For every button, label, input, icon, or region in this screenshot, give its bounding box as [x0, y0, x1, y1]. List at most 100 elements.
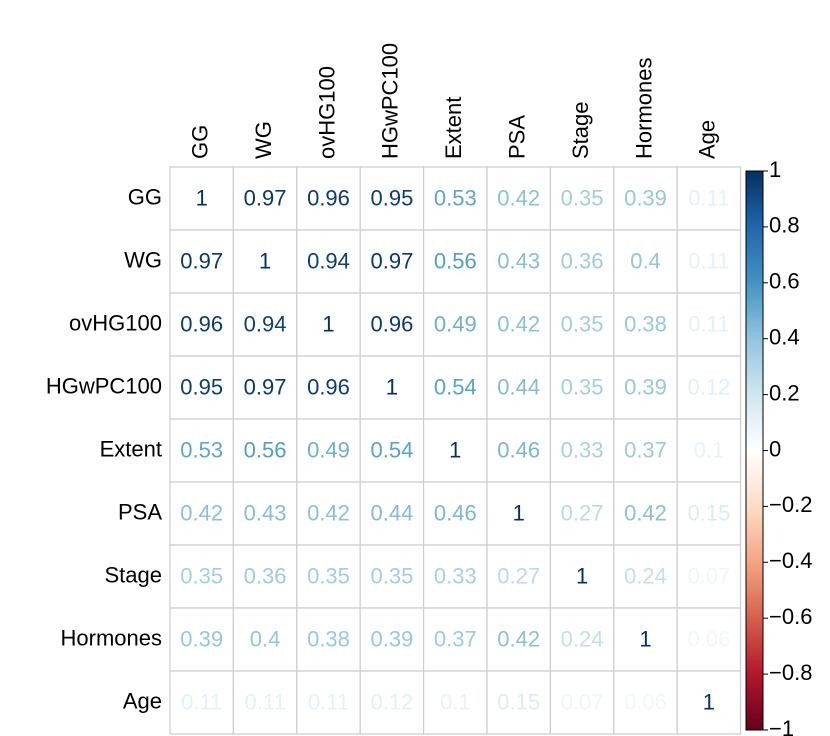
- color-bar-label: 0.4: [769, 325, 800, 350]
- cell-value: 0.11: [688, 248, 729, 273]
- cell-value: 0.97: [244, 374, 287, 399]
- column-label: ovHG100: [314, 66, 339, 159]
- cell-value: 0.53: [180, 437, 223, 462]
- cell-value: 1: [513, 500, 525, 525]
- cell-value: 0.12: [370, 689, 413, 714]
- color-bar-label: −0.4: [769, 548, 812, 573]
- column-label: GG: [188, 125, 213, 159]
- color-bar-label: −1: [769, 716, 794, 736]
- cell: [549, 292, 615, 357]
- cell: [359, 292, 425, 357]
- cell-value: 0.94: [244, 311, 287, 336]
- cell: [486, 670, 552, 735]
- cell-value: 0.96: [180, 311, 223, 336]
- cell-value: 0.54: [434, 374, 477, 399]
- cell: [169, 166, 235, 231]
- cell-value: 0.35: [307, 563, 350, 588]
- cell: [676, 418, 742, 483]
- cell-value: 1: [576, 563, 588, 588]
- cell-value: 0.95: [180, 374, 223, 399]
- cell-value: 0.49: [307, 437, 350, 462]
- cell-value: 0.43: [244, 500, 287, 525]
- cell: [676, 292, 742, 357]
- cell-value: 0.24: [624, 563, 667, 588]
- row-label: Stage: [105, 562, 163, 587]
- cell-value: 0.53: [434, 185, 477, 210]
- cell: [359, 670, 425, 735]
- cell: [486, 418, 552, 483]
- cell: [169, 670, 235, 735]
- cell-value: 1: [322, 311, 334, 336]
- cell-value: 0.42: [497, 626, 540, 651]
- cell-value: 0.27: [561, 500, 604, 525]
- cell-value: 0.44: [370, 500, 413, 525]
- cell-value: 0.46: [434, 500, 477, 525]
- cell: [423, 481, 488, 546]
- cell-value: 0.97: [180, 248, 223, 273]
- cell-value: 0.11: [181, 689, 222, 714]
- cell-value: 0.11: [688, 311, 729, 336]
- row-label: Extent: [100, 436, 162, 461]
- cell: [613, 481, 678, 546]
- cell: [232, 355, 298, 420]
- cell: [296, 670, 361, 735]
- cell-value: 0.39: [370, 626, 413, 651]
- column-label: Stage: [568, 102, 593, 160]
- cell-value: 0.35: [370, 563, 413, 588]
- cell: [232, 166, 298, 231]
- cell-value: 0.42: [497, 311, 540, 336]
- column-label: HGwPC100: [378, 43, 403, 159]
- color-bar: [745, 170, 764, 731]
- column-label: Age: [695, 120, 720, 159]
- cell-value: 0.56: [434, 248, 477, 273]
- cell-value: 0.12: [687, 374, 730, 399]
- cell: [296, 481, 361, 546]
- cell: [296, 418, 361, 483]
- cell-value: 1: [386, 374, 398, 399]
- column-label: WG: [251, 121, 276, 159]
- color-bar-label: −0.6: [769, 604, 812, 629]
- row-label: GG: [128, 184, 162, 209]
- cell: [423, 607, 488, 672]
- cell-value: 0.44: [497, 374, 540, 399]
- cell-value: 1: [196, 185, 208, 210]
- cell-value: 0.54: [370, 437, 413, 462]
- row-label: HGwPC100: [46, 373, 162, 398]
- cell: [359, 355, 425, 420]
- cell: [296, 607, 361, 672]
- cell-value: 0.1: [694, 437, 725, 462]
- column-label: Extent: [441, 97, 466, 159]
- color-bar-label: 0.8: [769, 213, 800, 238]
- cell-value: 0.06: [687, 626, 730, 651]
- cell: [296, 229, 361, 294]
- cell-value: 0.07: [687, 563, 730, 588]
- cell-value: 1: [259, 248, 271, 273]
- cell-value: 0.39: [624, 374, 667, 399]
- cell-value: 0.11: [245, 689, 286, 714]
- cell-value: 0.11: [688, 185, 729, 210]
- cell: [549, 607, 615, 672]
- cell-value: 0.07: [561, 689, 604, 714]
- cell-value: 0.33: [561, 437, 604, 462]
- cell: [296, 292, 361, 357]
- cell-value: 0.15: [687, 500, 730, 525]
- cell: [169, 355, 235, 420]
- cell: [169, 418, 235, 483]
- cell: [549, 544, 615, 609]
- cell-value: 1: [639, 626, 651, 651]
- cell: [359, 418, 425, 483]
- cell-value: 0.96: [307, 185, 350, 210]
- cell: [232, 292, 298, 357]
- cell: [423, 670, 488, 735]
- cell: [676, 229, 742, 294]
- row-label: Hormones: [61, 625, 162, 650]
- cell-value: 0.36: [244, 563, 287, 588]
- cell: [486, 481, 552, 546]
- cell-value: 0.39: [624, 185, 667, 210]
- cell: [232, 670, 298, 735]
- cell-value: 0.15: [497, 689, 540, 714]
- cell: [169, 607, 235, 672]
- cell-value: 0.11: [308, 689, 349, 714]
- color-bar-label: 0: [769, 436, 781, 461]
